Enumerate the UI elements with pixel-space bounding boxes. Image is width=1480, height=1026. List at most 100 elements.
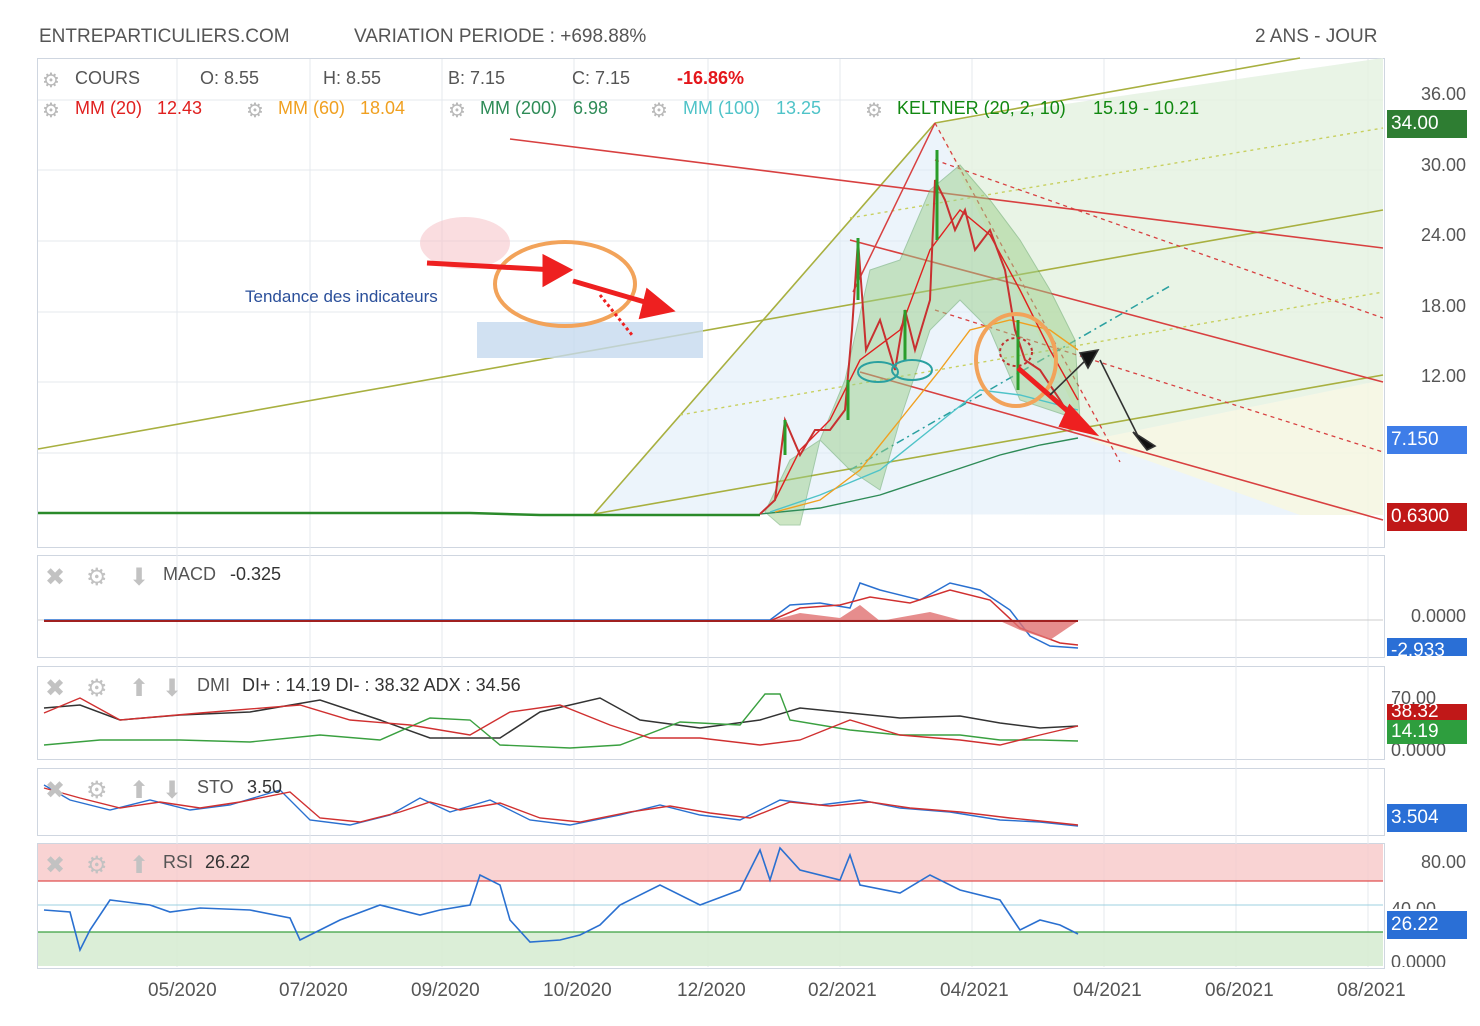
x-tick: 05/2020 bbox=[148, 980, 217, 1001]
site-name: ENTREPARTICULIERS.COM bbox=[39, 26, 290, 47]
variation-periode: VARIATION PERIODE : +698.88% bbox=[354, 26, 647, 47]
gear-icon[interactable]: ⚙ bbox=[86, 675, 108, 702]
legend-cours: COURS bbox=[75, 68, 141, 88]
dmi-adx bbox=[43, 697, 1079, 739]
legend-low: B: 7.15 bbox=[448, 68, 506, 88]
circle-red-dash bbox=[999, 337, 1033, 367]
red-arrows bbox=[426, 253, 1100, 437]
circle-orange-right bbox=[974, 312, 1058, 408]
dmi-axis-area: 70.00 0.0000 38.32 14.19 bbox=[1387, 668, 1467, 756]
sto-label: STO bbox=[197, 777, 234, 797]
rsi-axis-low-clip: 0.0000 bbox=[1387, 950, 1467, 967]
gear-icon[interactable]: ⚙ bbox=[86, 777, 108, 804]
gear-icon[interactable]: ⚙ bbox=[42, 100, 60, 122]
annotation-text: Tendance des indicateurs bbox=[245, 287, 438, 306]
x-tick: 02/2021 bbox=[808, 980, 877, 1001]
sto-d bbox=[43, 787, 1079, 826]
legend-mm60-value: 18.04 bbox=[360, 98, 406, 118]
dmi-panel bbox=[37, 666, 1385, 760]
black-arrows bbox=[1049, 348, 1157, 452]
arrow-up-icon[interactable]: ⬆ bbox=[129, 675, 150, 702]
rsi-value: 26.22 bbox=[205, 852, 251, 872]
legend-open: O: 8.55 bbox=[200, 68, 260, 88]
highlight-blue bbox=[477, 322, 703, 358]
circle-orange-left bbox=[493, 240, 637, 328]
gear-icon[interactable]: ⚙ bbox=[246, 100, 264, 122]
legend-change: -16.86% bbox=[677, 68, 745, 88]
legend-mm20-value: 12.43 bbox=[157, 98, 203, 118]
arrow-down-icon[interactable]: ⬇ bbox=[162, 777, 183, 804]
gear-icon[interactable]: ⚙ bbox=[86, 852, 108, 879]
legend-high: H: 8.55 bbox=[323, 68, 382, 88]
x-tick: 06/2021 bbox=[1205, 980, 1274, 1001]
close-icon[interactable]: ✖ bbox=[45, 675, 66, 702]
fork-median-line bbox=[849, 285, 1171, 471]
mm100-line bbox=[769, 389, 1079, 513]
gear-icon[interactable]: ⚙ bbox=[42, 70, 60, 92]
mm200-line bbox=[759, 437, 1079, 515]
gear-icon[interactable]: ⚙ bbox=[448, 100, 466, 122]
circle-teal-2 bbox=[891, 359, 933, 381]
legend-mm200-value: 6.98 bbox=[573, 98, 609, 118]
dmi-plus bbox=[43, 693, 1079, 749]
legend-keltner-label: KELTNER (20, 2, 10) bbox=[897, 98, 1066, 118]
legend-mm200-label: MM (200) bbox=[480, 98, 558, 118]
trend-lines-dotted bbox=[679, 127, 1384, 416]
dmi-minus bbox=[43, 697, 1079, 746]
rsi-axis-mid-clip: 40.00 bbox=[1387, 893, 1467, 909]
macd-tag: -2.933 bbox=[1387, 638, 1467, 656]
price-line bbox=[759, 179, 1079, 515]
legend-close: C: 7.15 bbox=[572, 68, 631, 88]
price-tag-high: 34.00 bbox=[1387, 110, 1467, 138]
x-tick: 12/2020 bbox=[677, 980, 746, 1001]
dmi-axis-top: 70.00 bbox=[1391, 688, 1437, 708]
legend-mm20-label: MM (20) bbox=[75, 98, 142, 118]
rsi-oversold-zone bbox=[38, 932, 1383, 966]
arrow-up-icon[interactable]: ⬆ bbox=[129, 852, 150, 879]
red-dashed-arrow bbox=[598, 294, 634, 336]
price-tick: 30.00 bbox=[1420, 155, 1466, 175]
mm60-line bbox=[774, 319, 1079, 513]
sto-tag: 3.504 bbox=[1387, 804, 1467, 832]
x-tick: 08/2021 bbox=[1337, 980, 1406, 1001]
dmi-value: DI+ : 14.19 DI- : 38.32 ADX : 34.56 bbox=[242, 675, 521, 695]
dmi-axis-low: 0.0000 bbox=[1391, 740, 1447, 756]
x-tick: 09/2020 bbox=[411, 980, 480, 1001]
arrow-up-icon[interactable]: ⬆ bbox=[129, 777, 150, 804]
rsi-axis-top: 80.00 bbox=[1420, 852, 1466, 872]
close-icon[interactable]: ✖ bbox=[45, 564, 66, 591]
fork-line-red bbox=[852, 122, 936, 293]
price-tick: 18.00 bbox=[1420, 296, 1466, 316]
dmi-tag-minus: 38.32 bbox=[1387, 704, 1467, 722]
gear-icon[interactable]: ⚙ bbox=[865, 100, 883, 122]
price-tag-last: 7.150 bbox=[1387, 426, 1467, 454]
price-tick: 24.00 bbox=[1420, 225, 1466, 245]
price-flat-line bbox=[38, 511, 760, 517]
rsi-overbought-zone bbox=[38, 844, 1383, 881]
sto-value: 3.50 bbox=[247, 777, 283, 797]
up-candles bbox=[783, 150, 1020, 455]
price-tick: 36.00 bbox=[1420, 84, 1466, 104]
close-icon[interactable]: ✖ bbox=[45, 777, 66, 804]
dmi-label: DMI bbox=[197, 675, 230, 695]
gear-icon[interactable]: ⚙ bbox=[650, 100, 668, 122]
x-tick: 07/2020 bbox=[279, 980, 348, 1001]
legend-mm100-label: MM (100) bbox=[683, 98, 761, 118]
arrow-down-icon[interactable]: ⬇ bbox=[162, 675, 183, 702]
macd-value: -0.325 bbox=[230, 564, 282, 584]
legend-mm100-value: 13.25 bbox=[776, 98, 822, 118]
macd-histogram bbox=[770, 605, 1078, 640]
rsi-line bbox=[43, 846, 1079, 953]
rsi-axis-low: 0.0000 bbox=[1391, 952, 1447, 967]
legend-mm60-label: MM (60) bbox=[278, 98, 345, 118]
close-icon[interactable]: ✖ bbox=[45, 852, 66, 879]
period-selector[interactable]: 2 ANS - JOUR bbox=[1255, 26, 1378, 47]
arrow-down-icon[interactable]: ⬇ bbox=[129, 564, 150, 591]
sto-panel bbox=[37, 768, 1385, 836]
legend-keltner-value: 15.19 - 10.21 bbox=[1093, 98, 1200, 118]
macd-panel bbox=[37, 555, 1385, 658]
macd-axis: 0.0000 bbox=[1410, 606, 1466, 626]
x-tick: 10/2020 bbox=[543, 980, 612, 1001]
gear-icon[interactable]: ⚙ bbox=[86, 564, 108, 591]
